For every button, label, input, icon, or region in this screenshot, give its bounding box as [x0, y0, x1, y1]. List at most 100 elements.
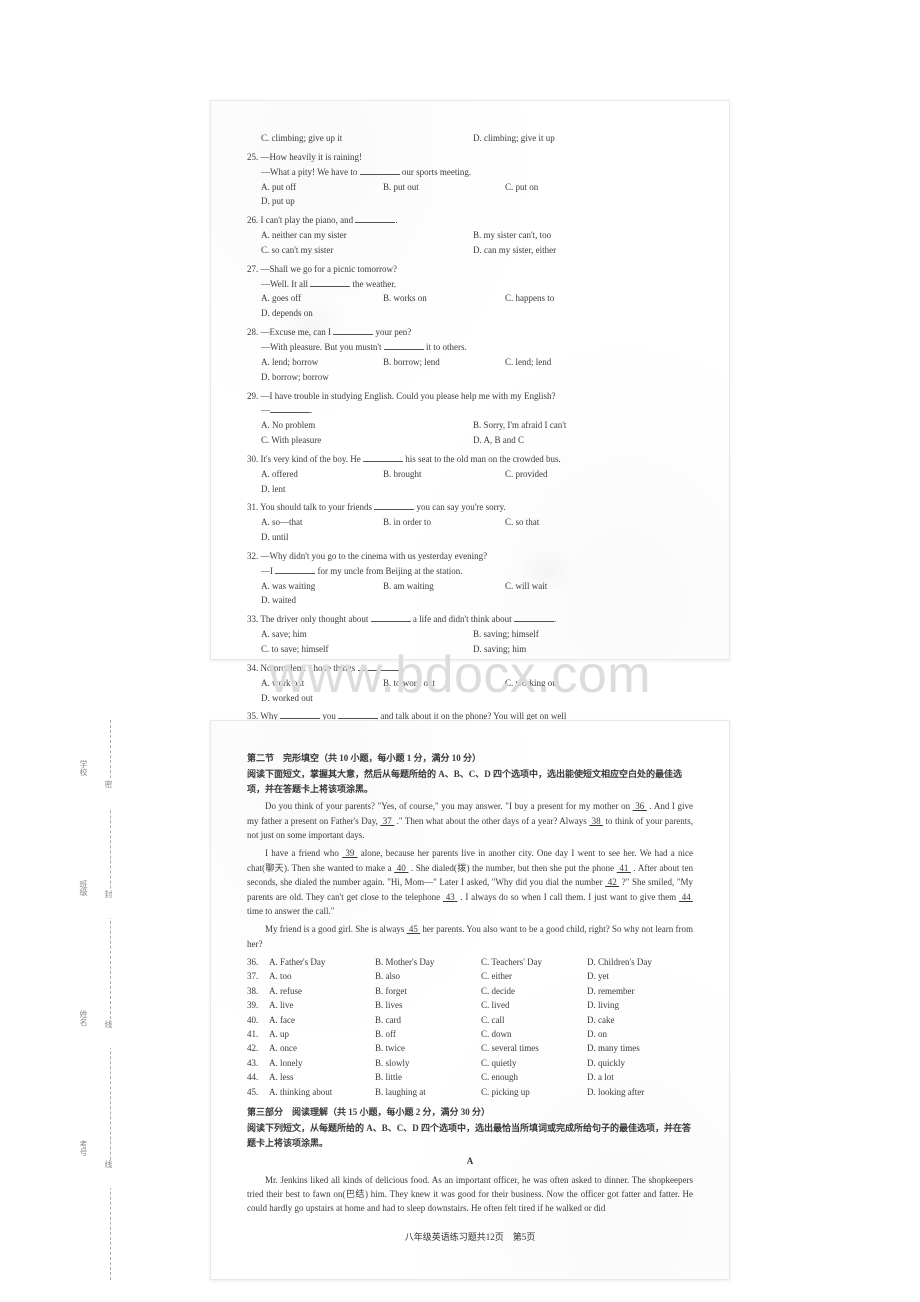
option[interactable]: C. quietly — [481, 1056, 587, 1070]
option[interactable]: D. looking after — [587, 1085, 693, 1099]
option[interactable]: C. enough — [481, 1070, 587, 1084]
option[interactable]: C. to save; himself — [261, 642, 451, 657]
question: 28. —Excuse me, can I your pen?—With ple… — [247, 325, 693, 384]
option[interactable]: B. off — [375, 1027, 481, 1041]
question-stem: 26. I can't play the piano, and . — [247, 213, 693, 228]
option[interactable]: A. less — [269, 1070, 375, 1084]
option[interactable]: C. With pleasure — [261, 433, 451, 448]
option[interactable]: B. am waiting — [383, 579, 483, 594]
option[interactable]: A. so—that — [261, 515, 361, 530]
option[interactable]: D. saving; him — [473, 642, 663, 657]
option[interactable]: D. put up — [261, 194, 361, 209]
option[interactable]: D. waited — [261, 593, 361, 608]
option[interactable]: A. live — [269, 998, 375, 1012]
option[interactable]: A. thinking about — [269, 1085, 375, 1099]
question: 34. No problem. I hope things .A. work o… — [247, 661, 693, 706]
option[interactable]: B. card — [375, 1013, 481, 1027]
option[interactable]: C. happens to — [505, 291, 605, 306]
cloze-number: 39. — [247, 998, 269, 1012]
option[interactable]: B. borrow; lend — [383, 355, 483, 370]
option[interactable]: D. living — [587, 998, 693, 1012]
option[interactable]: C. put on — [505, 180, 605, 195]
option[interactable]: D. Children's Day — [587, 955, 693, 969]
question: 32. —Why didn't you go to the cinema wit… — [247, 549, 693, 608]
option[interactable]: C. working out — [505, 676, 605, 691]
option[interactable]: B. saving; himself — [473, 627, 663, 642]
option[interactable]: C. call — [481, 1013, 587, 1027]
option[interactable]: B. lives — [375, 998, 481, 1012]
option[interactable]: D. remember — [587, 984, 693, 998]
option[interactable]: D. a lot — [587, 1070, 693, 1084]
option[interactable]: C. either — [481, 969, 587, 983]
option[interactable]: B. to work out — [383, 676, 483, 691]
option[interactable]: B. brought — [383, 467, 483, 482]
option[interactable]: A. once — [269, 1041, 375, 1055]
option[interactable]: B. forget — [375, 984, 481, 998]
option[interactable]: A. refuse — [269, 984, 375, 998]
exam-page-4: C. climbing; give up it D. climbing; give… — [210, 100, 730, 660]
option[interactable]: D. climbing; give it up — [473, 131, 663, 146]
option[interactable]: B. my sister can't, too — [473, 228, 663, 243]
option[interactable]: D. can my sister, either — [473, 243, 663, 258]
option[interactable]: D. borrow; borrow — [261, 370, 361, 385]
option[interactable]: C. climbing; give up it — [261, 131, 451, 146]
option[interactable]: D. yet — [587, 969, 693, 983]
option[interactable]: A. up — [269, 1027, 375, 1041]
options-row: A. put off B. put out C. put on D. put up — [261, 180, 693, 210]
question-sub: —. — [261, 403, 693, 418]
option[interactable]: C. will wait — [505, 579, 605, 594]
option[interactable]: D. cake — [587, 1013, 693, 1027]
option[interactable]: C. Teachers' Day — [481, 955, 587, 969]
options-row: A. goes off B. works on C. happens to D. de… — [261, 291, 693, 321]
option[interactable]: B. put out — [383, 180, 483, 195]
option[interactable]: A. Father's Day — [269, 955, 375, 969]
option[interactable]: A. offered — [261, 467, 361, 482]
option[interactable]: D. A, B and C — [473, 433, 663, 448]
option[interactable]: C. down — [481, 1027, 587, 1041]
option[interactable]: A. too — [269, 969, 375, 983]
option[interactable]: B. Mother's Day — [375, 955, 481, 969]
option[interactable]: A. was waiting — [261, 579, 361, 594]
option[interactable]: C. lived — [481, 998, 587, 1012]
option[interactable]: D. lent — [261, 482, 361, 497]
option[interactable]: D. worked out — [261, 691, 361, 706]
cloze-options-row: 38.A. refuseB. forgetC. decideD. remembe… — [247, 984, 693, 998]
question: 26. I can't play the piano, and .A. neit… — [247, 213, 693, 258]
option[interactable]: D. until — [261, 530, 361, 545]
option[interactable]: D. depends on — [261, 306, 361, 321]
option[interactable]: A. neither can my sister — [261, 228, 451, 243]
option[interactable]: B. in order to — [383, 515, 483, 530]
option[interactable]: C. decide — [481, 984, 587, 998]
option[interactable]: A. goes off — [261, 291, 361, 306]
option[interactable]: A. put off — [261, 180, 361, 195]
option[interactable]: D. quickly — [587, 1056, 693, 1070]
option[interactable]: B. laughing at — [375, 1085, 481, 1099]
question-sub: —I for my uncle from Beijing at the stat… — [261, 564, 693, 579]
option[interactable]: C. so that — [505, 515, 605, 530]
binding-seg: 线 — [106, 1020, 114, 1048]
question-stem: 32. —Why didn't you go to the cinema wit… — [247, 549, 693, 564]
option[interactable]: A. No problem — [261, 418, 451, 433]
option[interactable]: B. little — [375, 1070, 481, 1084]
option[interactable]: B. works on — [383, 291, 483, 306]
option[interactable]: A. lonely — [269, 1056, 375, 1070]
option[interactable]: B. Sorry, I'm afraid I can't — [473, 418, 663, 433]
option[interactable]: A. lend; borrow — [261, 355, 361, 370]
option[interactable]: C. picking up — [481, 1085, 587, 1099]
option[interactable]: A. face — [269, 1013, 375, 1027]
option[interactable]: C. lend; lend — [505, 355, 605, 370]
option[interactable]: A. save; him — [261, 627, 451, 642]
option[interactable]: C. provided — [505, 467, 605, 482]
option[interactable]: D. on — [587, 1027, 693, 1041]
section-desc: 阅读下面短文，掌握其大意，然后从每题所给的 A、B、C、D 四个选项中，选出能使… — [247, 767, 693, 796]
question: 30. It's very kind of the boy. He his se… — [247, 452, 693, 497]
option[interactable]: B. slowly — [375, 1056, 481, 1070]
option[interactable]: B. twice — [375, 1041, 481, 1055]
option[interactable]: D. many times — [587, 1041, 693, 1055]
option[interactable]: C. so can't my sister — [261, 243, 451, 258]
option[interactable]: A. work out — [261, 676, 361, 691]
cloze-number: 42. — [247, 1041, 269, 1055]
option[interactable]: B. also — [375, 969, 481, 983]
question: 25. —How heavily it is raining!—What a p… — [247, 150, 693, 209]
option[interactable]: C. several times — [481, 1041, 587, 1055]
